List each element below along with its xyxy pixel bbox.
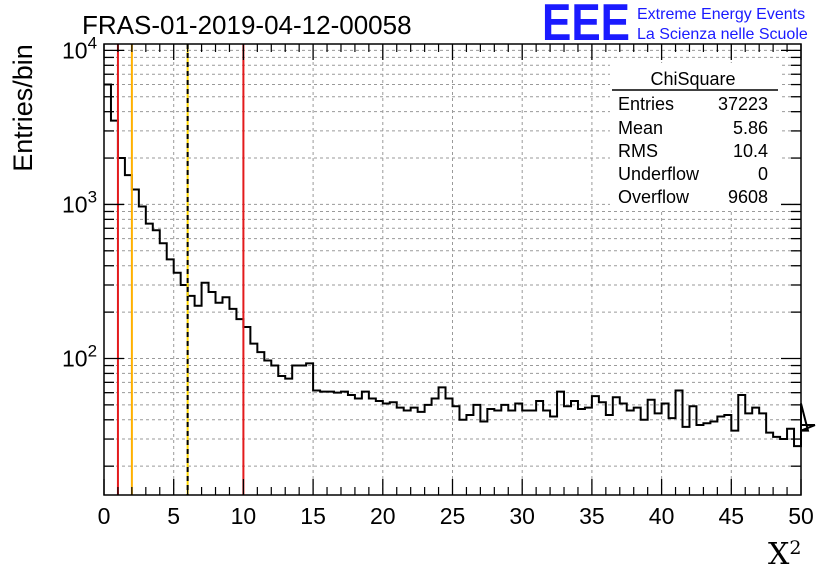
x-tick-label: 0 bbox=[98, 503, 111, 529]
stats-value-entries: 37223 bbox=[718, 94, 768, 114]
stats-title: ChiSquare bbox=[650, 69, 735, 89]
eee-logo: EEE Extreme Energy Events La Scienza nel… bbox=[542, 0, 808, 52]
x-tick-label: 10 bbox=[231, 503, 257, 529]
stats-value-overflow: 9608 bbox=[728, 187, 768, 207]
stats-value-mean: 5.86 bbox=[733, 118, 768, 138]
x-tick-labels: 0 5 10 15 20 25 30 35 40 45 50 bbox=[98, 503, 814, 529]
stats-box-background bbox=[610, 63, 780, 209]
stats-value-underflow: 0 bbox=[758, 164, 768, 184]
x-axis-label-superscript: 2 bbox=[789, 537, 801, 559]
x-tick-label: 15 bbox=[300, 503, 326, 529]
stats-label-rms: RMS bbox=[618, 141, 658, 161]
x-tick-label: 20 bbox=[370, 503, 396, 529]
y-tick-label: 102 bbox=[62, 341, 97, 371]
stats-label-entries: Entries bbox=[618, 94, 674, 114]
logo-line1: Extreme Energy Events bbox=[637, 6, 805, 23]
y-axis-label: Entries/bin bbox=[8, 44, 38, 172]
x-axis-label: X2 bbox=[768, 537, 801, 572]
y-tick-labels: 102 103 104 bbox=[62, 33, 97, 371]
stats-label-overflow: Overflow bbox=[618, 187, 690, 207]
stats-box: ChiSquare Entries 37223 Mean 5.86 RMS 10… bbox=[610, 63, 780, 209]
x-axis-label-base: X bbox=[768, 537, 790, 572]
y-tick-label: 103 bbox=[62, 187, 97, 217]
x-tick-label: 30 bbox=[509, 503, 535, 529]
histogram-line bbox=[104, 83, 816, 448]
grid bbox=[104, 44, 801, 495]
x-tick-label: 25 bbox=[440, 503, 466, 529]
logo-line2: La Scienza nelle Scuole bbox=[637, 26, 808, 43]
stats-label-mean: Mean bbox=[618, 118, 663, 138]
chart-title: FRAS-01-2019-04-12-00058 bbox=[82, 10, 412, 40]
cut-lines bbox=[116, 44, 245, 495]
stats-label-underflow: Underflow bbox=[618, 164, 700, 184]
x-tick-label: 40 bbox=[649, 503, 675, 529]
x-tick-label: 45 bbox=[719, 503, 745, 529]
x-tick-label: 5 bbox=[167, 503, 180, 529]
x-tick-label: 35 bbox=[579, 503, 605, 529]
axis-ticks bbox=[103, 44, 802, 495]
y-tick-label: 104 bbox=[62, 33, 97, 63]
stats-value-rms: 10.4 bbox=[733, 141, 768, 161]
x-tick-label: 50 bbox=[788, 503, 814, 529]
